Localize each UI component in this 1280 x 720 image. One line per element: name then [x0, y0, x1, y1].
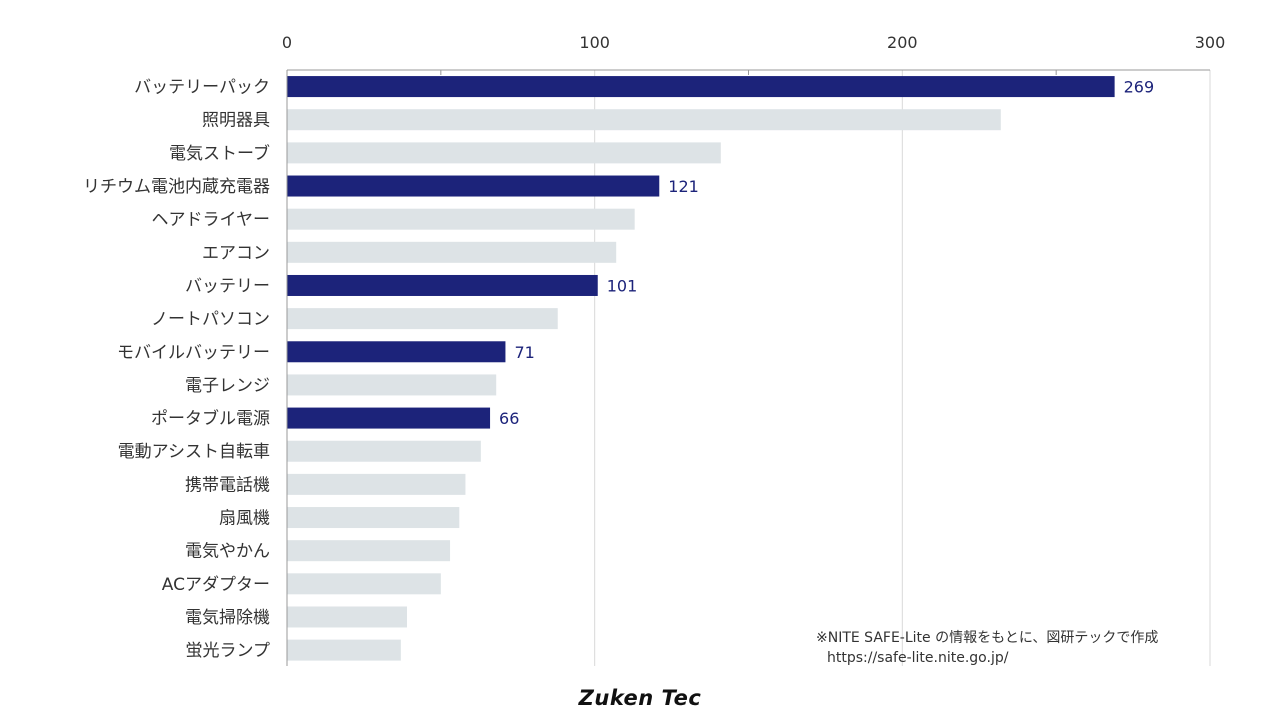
- bar: [287, 274, 598, 296]
- category-label: ACアダプター: [162, 575, 270, 595]
- source-footnote: ※NITE SAFE-Lite の情報をもとに、図研テックで作成 https:/…: [816, 628, 1256, 668]
- x-axis-tick-labels: 0 100 200 300: [282, 33, 1225, 52]
- category-labels: バッテリーパック照明器具電気ストーブリチウム電池内蔵充電器ヘアドライヤーエアコン…: [83, 78, 270, 662]
- bar: [287, 109, 1001, 131]
- bar: [287, 573, 441, 595]
- bar: [287, 507, 460, 529]
- bar: [287, 175, 660, 197]
- data-label: 269: [1124, 78, 1155, 97]
- data-label: 101: [607, 276, 638, 295]
- category-label: ポータブル電源: [151, 408, 270, 429]
- category-label: 電子レンジ: [185, 376, 270, 396]
- data-label: 66: [499, 409, 519, 428]
- category-label: バッテリー: [185, 276, 270, 296]
- bar: [287, 76, 1115, 98]
- data-label: 71: [514, 343, 534, 362]
- footnote-url: https://safe-lite.nite.go.jp/: [827, 650, 1009, 666]
- bar: [287, 473, 466, 495]
- brand-logo-text: Zuken Tec: [578, 686, 702, 710]
- category-label: モバイルバッテリー: [117, 343, 270, 363]
- category-label: 蛍光ランプ: [186, 641, 271, 661]
- bar: [287, 540, 451, 562]
- x-tick-label: 0: [282, 33, 292, 52]
- category-label: 電気掃除機: [185, 608, 270, 628]
- category-label: 電気ストーブ: [169, 143, 270, 164]
- bar: [287, 142, 721, 164]
- category-label: 電気やかん: [185, 542, 270, 562]
- x-tick-label: 100: [579, 33, 610, 52]
- footnote-line-1: ※NITE SAFE-Lite の情報をもとに、図研テックで作成: [816, 630, 1159, 646]
- bar: [287, 639, 401, 661]
- category-label: ノートパソコン: [151, 310, 270, 330]
- bars: [287, 76, 1115, 661]
- bar: [287, 407, 491, 429]
- x-tick-label: 300: [1195, 33, 1226, 52]
- bar: [287, 341, 506, 363]
- category-label: 扇風機: [219, 509, 270, 529]
- bar: [287, 208, 635, 230]
- bar: [287, 606, 407, 628]
- category-label: 照明器具: [202, 111, 270, 131]
- category-label: エアコン: [202, 243, 270, 263]
- category-label: 携帯電話機: [185, 475, 270, 495]
- category-label: 電動アシスト自転車: [118, 442, 270, 462]
- bar: [287, 440, 481, 462]
- axis-lines: [286, 69, 1210, 666]
- bar: [287, 308, 558, 330]
- data-labels: 269 121 101 71 66: [499, 78, 1154, 429]
- data-label: 121: [668, 177, 699, 196]
- category-label: ヘアドライヤー: [152, 210, 271, 230]
- bar: [287, 241, 617, 263]
- x-tick-label: 200: [887, 33, 918, 52]
- category-label: リチウム電池内蔵充電器: [83, 177, 270, 197]
- grid-lines: [594, 70, 1211, 666]
- category-label: バッテリーパック: [134, 78, 270, 98]
- bar: [287, 374, 497, 396]
